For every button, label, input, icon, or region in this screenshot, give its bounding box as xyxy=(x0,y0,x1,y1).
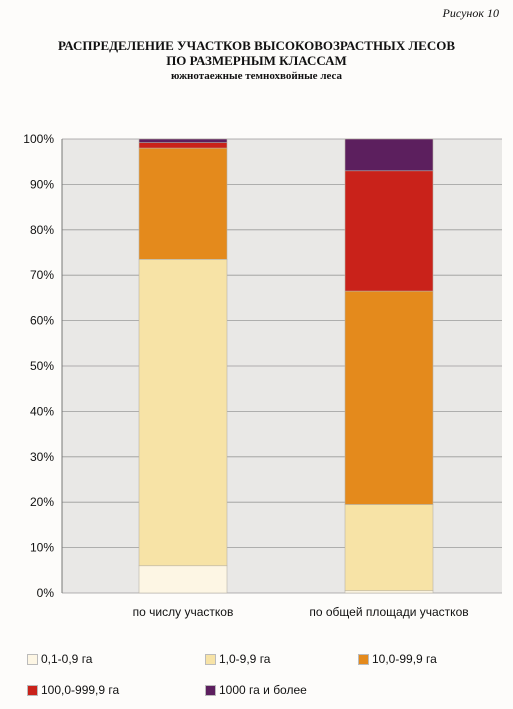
x-tick-label: по общей площади участков xyxy=(309,605,468,619)
bar-segment xyxy=(344,504,434,592)
bar-segment xyxy=(138,142,228,149)
legend-label: 0,1-0,9 га xyxy=(41,652,93,666)
legend-label: 100,0-999,9 га xyxy=(41,683,120,697)
legend-label: 1000 га и более xyxy=(219,683,307,697)
y-tick-label: 0% xyxy=(37,586,55,600)
bar-segment xyxy=(138,147,228,260)
legend-swatch xyxy=(358,653,369,665)
stacked-bar-chart: 0% 10% 20% 30% 40% 50% 60% 70% 80% 90% 100% по числ… xyxy=(23,132,502,619)
chart-title-line-2: ПО РАЗМЕРНЫМ КЛАССАМ xyxy=(166,53,347,68)
legend-item: 1,0-9,9 га xyxy=(205,652,270,666)
y-tick-label: 10% xyxy=(30,541,54,555)
legend-label: 10,0-99,9 га xyxy=(372,652,437,666)
x-tick-label: по числу участков xyxy=(133,605,234,619)
chart-title: РАСПРЕДЕЛЕНИЕ УЧАСТКОВ ВЫСОКОВОЗРАСТНЫХ … xyxy=(0,38,513,68)
bar-segment xyxy=(344,138,434,172)
bar-segment xyxy=(344,290,434,505)
figure-label: Рисунок 10 xyxy=(442,6,499,20)
bar-segment xyxy=(344,590,434,594)
legend-swatch xyxy=(27,684,38,696)
bar-segment xyxy=(138,259,228,567)
bar-segment xyxy=(344,170,434,292)
chart-legend: 0,1-0,9 га 1,0-9,9 га 10,0-99,9 га 100,0-99… xyxy=(0,646,513,706)
y-tick-label: 80% xyxy=(30,223,54,237)
legend-label: 1,0-9,9 га xyxy=(219,652,271,666)
y-tick-label: 40% xyxy=(30,404,54,418)
legend-item: 10,0-99,9 га xyxy=(358,652,437,666)
legend-item: 1000 га и более xyxy=(205,683,307,697)
legend-swatch xyxy=(205,684,216,696)
legend-swatch xyxy=(205,653,216,665)
bar-segment xyxy=(138,138,228,143)
y-tick-label: 20% xyxy=(30,495,54,509)
chart-title-line-1: РАСПРЕДЕЛЕНИЕ УЧАСТКОВ ВЫСОКОВОЗРАСТНЫХ … xyxy=(57,38,455,53)
legend-swatch xyxy=(27,653,38,665)
y-tick-label: 50% xyxy=(30,359,54,373)
y-tick-label: 60% xyxy=(30,314,54,328)
legend-item: 0,1-0,9 га xyxy=(27,652,92,666)
y-tick-label: 90% xyxy=(30,177,54,191)
chart-subtitle: южнотаежные темнохвойные леса xyxy=(170,70,343,82)
y-tick-label: 70% xyxy=(30,268,54,282)
y-tick-label: 30% xyxy=(30,450,54,464)
legend-item: 100,0-999,9 га xyxy=(27,683,119,697)
y-tick-label: 100% xyxy=(23,132,54,146)
bar-segment xyxy=(138,565,228,594)
